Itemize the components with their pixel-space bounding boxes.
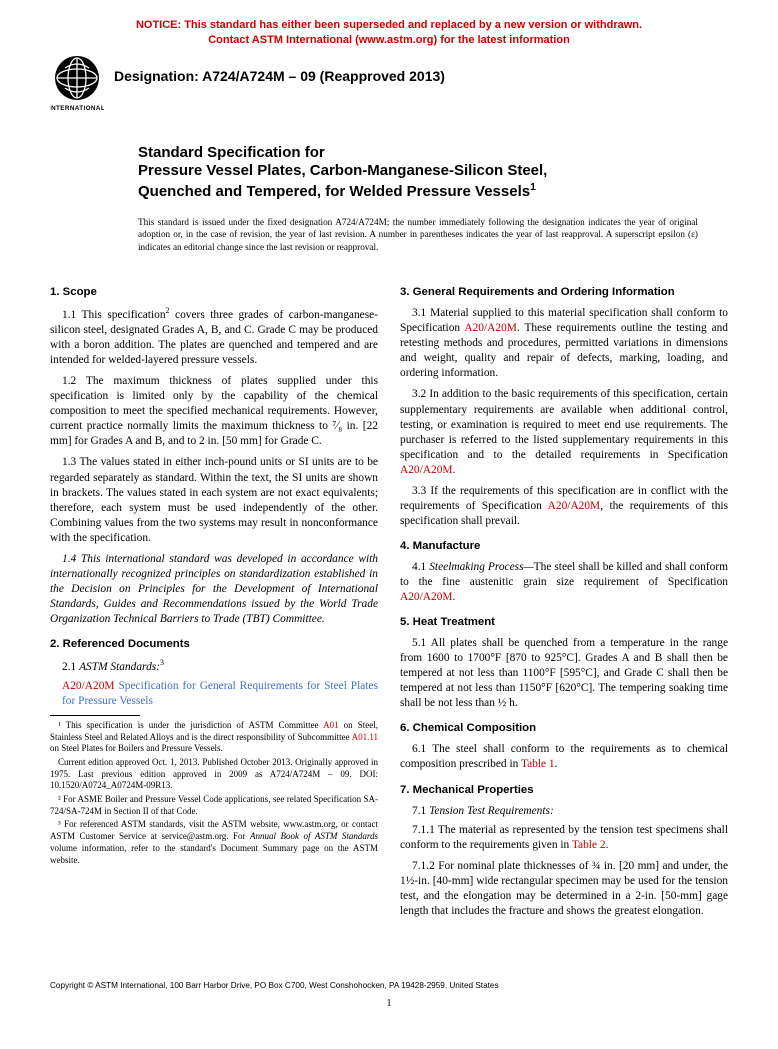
s3-1-link[interactable]: A20/A20M [464,322,517,334]
s6-1b: . [555,758,558,770]
s2-1-sup: 3 [160,658,164,667]
issuance-note: This standard is issued under the fixed … [138,216,698,253]
sec1-4: 1.4 This international standard was deve… [50,552,378,627]
title-line2b: Quenched and Tempered, for Welded Pressu… [138,181,728,202]
fn1c: on Steel Plates for Boilers and Pressure… [50,743,223,753]
header-row: INTERNATIONAL Designation: A724/A724M – … [50,54,728,118]
s7-1-1a: 7.1.1 The material as represented by the… [400,824,728,851]
s4-1-link[interactable]: A20/A20M [400,591,453,603]
footnote-1b: Current edition approved Oct. 1, 2013. P… [50,757,378,792]
fn1a: ¹ This specification is under the jurisd… [58,720,323,730]
s6-1a: 6.1 The steel shall conform to the requi… [400,743,728,770]
sec7-head: 7. Mechanical Properties [400,783,728,798]
s3-2-link[interactable]: A20/A20M [400,464,453,476]
notice-banner: NOTICE: This standard has either been su… [50,18,728,48]
sec7-1-2: 7.1.2 For nominal plate thicknesses of ¾… [400,859,728,919]
sec3-1: 3.1 Material supplied to this material s… [400,306,728,381]
sec2-head: 2. Referenced Documents [50,637,378,652]
sec1-2: 1.2 The maximum thickness of plates supp… [50,374,378,449]
footnote-1: ¹ This specification is under the jurisd… [50,720,378,755]
s1-1a: 1.1 This specification [62,309,166,321]
s3-2a: 3.2 In addition to the basic requirement… [400,388,728,460]
footnote-2: ² For ASME Boiler and Pressure Vessel Co… [50,794,378,817]
fn1-link1[interactable]: A01 [323,720,339,730]
s2-1-ital: ASTM Standards: [79,661,160,673]
footnote-separator [50,715,140,716]
page-number: 1 [50,998,728,1009]
designation-label: Designation: A724/A724M – 09 (Reapproved… [114,68,445,84]
fn1-link2[interactable]: A01.11 [352,732,378,742]
page: NOTICE: This standard has either been su… [0,0,778,1049]
sec3-head: 3. General Requirements and Ordering Inf… [400,285,728,300]
notice-line1: NOTICE: This standard has either been su… [136,19,642,31]
sec7-1-1: 7.1.1 The material as represented by the… [400,823,728,853]
sec2-ref: A20/A20M Specification for General Requi… [50,679,378,709]
title-super: 1 [530,181,536,193]
sec4-head: 4. Manufacture [400,539,728,554]
sec1-head: 1. Scope [50,285,378,300]
sec6-1: 6.1 The steel shall conform to the requi… [400,742,728,772]
right-column: 3. General Requirements and Ordering Inf… [400,275,728,925]
astm-logo: INTERNATIONAL [50,54,104,118]
sec4-1: 4.1 Steelmaking Process—The steel shall … [400,560,728,605]
notice-line2: Contact ASTM International (www.astm.org… [208,34,570,46]
s4-1-ital: Steelmaking Process— [429,561,533,573]
sec7-1: 7.1 Tension Test Requirements: [400,804,728,819]
left-column: 1. Scope 1.1 This specification2 covers … [50,275,378,925]
title-line2a: Pressure Vessel Plates, Carbon-Manganese… [138,162,728,181]
sec5-1: 5.1 All plates shall be quenched from a … [400,636,728,711]
s4-1-label: 4.1 [412,561,429,573]
s6-1-link[interactable]: Table 1 [521,758,555,770]
sec5-head: 5. Heat Treatment [400,615,728,630]
fn3b: volume information, refer to the standar… [50,843,378,865]
body-columns: 1. Scope 1.1 This specification2 covers … [50,275,728,925]
s2-1-label: 2.1 [62,661,79,673]
title-line2b-text: Quenched and Tempered, for Welded Pressu… [138,183,530,200]
footnote-3: ³ For referenced ASTM standards, visit t… [50,819,378,866]
s3-3-link[interactable]: A20/A20M [548,500,601,512]
sec6-head: 6. Chemical Composition [400,721,728,736]
svg-text:INTERNATIONAL: INTERNATIONAL [50,105,104,112]
ref-a20-code[interactable]: A20/A20M [62,680,115,692]
sec1-1: 1.1 This specification2 covers three gra… [50,306,378,368]
s3-2b: . [453,464,456,476]
sec3-2: 3.2 In addition to the basic requirement… [400,387,728,477]
designation-block: Designation: A724/A724M – 09 (Reapproved… [114,54,445,84]
s7-1-1-link[interactable]: Table 2 [572,839,606,851]
s7-1-1b: . [606,839,609,851]
copyright: Copyright © ASTM International, 100 Barr… [50,981,728,990]
sec1-3: 1.3 The values stated in either inch-pou… [50,455,378,545]
s7-1-ital: Tension Test Requirements: [429,805,554,817]
s7-1-label: 7.1 [412,805,429,817]
sec2-1: 2.1 ASTM Standards:3 [50,658,378,675]
fn3-ital: Annual Book of ASTM Standards [250,831,378,841]
s4-1b: . [453,591,456,603]
title-line1: Standard Specification for [138,144,728,163]
title-block: Standard Specification for Pressure Vess… [138,144,728,202]
sec3-3: 3.3 If the requirements of this specific… [400,484,728,529]
